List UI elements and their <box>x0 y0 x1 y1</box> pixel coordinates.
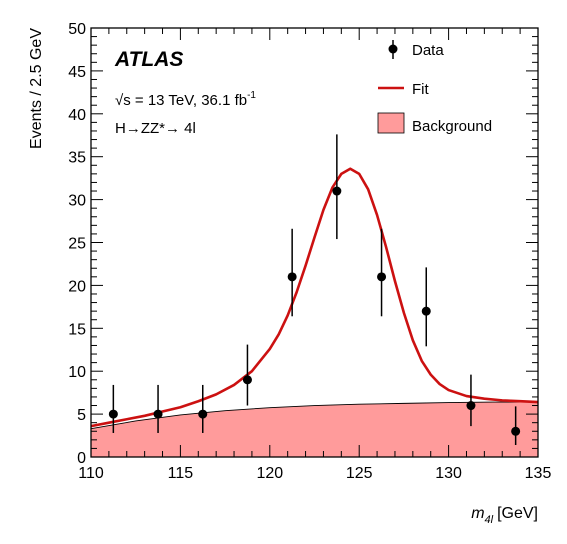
x-tick-label: 110 <box>78 465 104 482</box>
data-point <box>511 426 521 436</box>
x-tick-label: 125 <box>346 465 373 482</box>
legend-background-swatch <box>377 112 405 134</box>
data-point <box>421 306 431 316</box>
data-point <box>153 409 163 419</box>
y-tick-label: 30 <box>68 193 86 210</box>
y-tick-label: 40 <box>68 107 86 124</box>
x-axis-title: m4l [GeV] <box>471 505 538 526</box>
legend-background-label: Background <box>412 118 492 135</box>
legend: Data Fit Background <box>377 40 492 135</box>
x-tick-label: 130 <box>435 465 462 482</box>
axis-ticks: 110 115 120 125 130 135 0 5 10 15 20 25 30 35 40 45 50 <box>68 21 551 482</box>
data-point <box>198 409 208 419</box>
legend-fit-label: Fit <box>412 81 429 98</box>
data-point <box>242 375 252 385</box>
data-point <box>287 272 297 282</box>
legend-data-marker <box>388 44 398 54</box>
legend-data-label: Data <box>412 42 444 59</box>
x-tick-label: 135 <box>525 465 552 482</box>
y-tick-label: 0 <box>77 450 86 467</box>
y-tick-label: 35 <box>68 150 86 167</box>
data-point <box>332 186 342 196</box>
background-edge <box>90 401 538 430</box>
x-tick-label: 115 <box>168 465 194 482</box>
y-tick-label: 10 <box>68 364 86 381</box>
energy-label: √s = 13 TeV, 36.1 fb-1 <box>115 90 256 109</box>
y-tick-label: 20 <box>68 278 86 295</box>
y-tick-label: 15 <box>68 321 86 338</box>
plot-frame <box>90 27 539 458</box>
y-tick-label: 50 <box>68 21 86 38</box>
data-point <box>108 409 118 419</box>
channel-label: H→ZZ*→ 4l <box>115 120 196 137</box>
y-axis-title: Events / 2.5 GeV <box>28 28 45 149</box>
y-tick-label: 5 <box>77 407 86 424</box>
plot-area <box>90 134 539 457</box>
x-tick-label: 120 <box>256 465 283 482</box>
data-point <box>377 272 387 282</box>
y-tick-label: 45 <box>68 64 86 81</box>
experiment-label: ATLAS <box>114 48 183 71</box>
data-point <box>466 401 476 411</box>
y-tick-label: 25 <box>68 236 86 253</box>
